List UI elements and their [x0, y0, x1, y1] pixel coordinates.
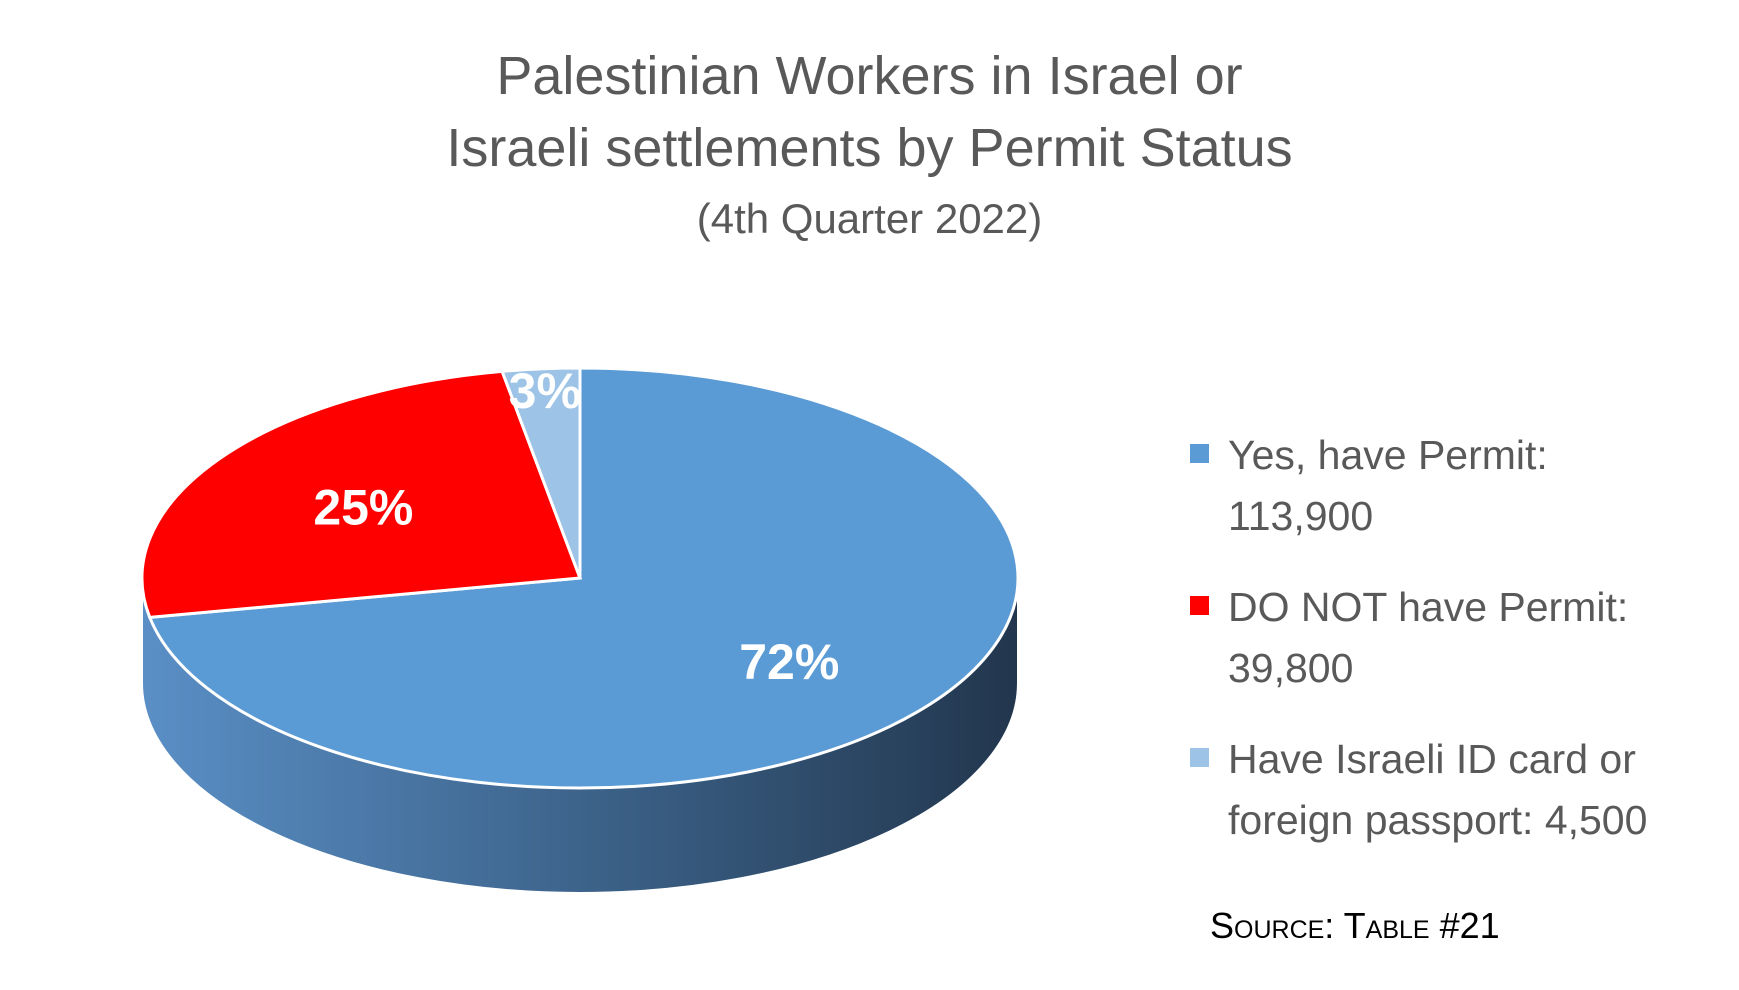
chart-subtitle: (4th Quarter 2022) [696, 195, 1043, 242]
chart-title-line-1: Palestinian Workers in Israel or [496, 46, 1243, 106]
slice-no-permit [140, 369, 583, 619]
legend-label-permit: Yes, have Permit: [1228, 432, 1548, 478]
slice-permit-percent-label: 72% [739, 634, 839, 690]
legend-value-id-passport: 4,500 [1544, 797, 1648, 843]
legend-label-no-permit: DO NOT have Permit: [1228, 584, 1629, 630]
legend-item-permit: Yes, have Permit: 113,900 [1190, 425, 1730, 547]
legend-label-id-passport: Have Israeli ID card or foreign passport… [1228, 736, 1636, 843]
legend-swatch-id-passport [1190, 748, 1209, 767]
source-note: Source: Table #21 [1210, 905, 1500, 946]
legend-item-no-permit: DO NOT have Permit: 39,800 [1190, 577, 1730, 699]
slice-id-passport-percent-label: 3% [509, 363, 581, 419]
legend-item-id-passport: Have Israeli ID card or foreign passport… [1190, 729, 1730, 851]
chart-title-block: Palestinian Workers in Israel or Israeli… [0, 40, 1739, 248]
slice-permit [147, 366, 1020, 790]
legend-value-no-permit: 39,800 [1228, 645, 1354, 691]
chart-title-line-2: Israeli settlements by Permit Status [446, 118, 1293, 178]
slice-no-permit-percent-label: 25% [313, 480, 413, 536]
legend: Yes, have Permit: 113,900 DO NOT have Pe… [1190, 425, 1730, 881]
legend-swatch-permit [1190, 444, 1209, 463]
pie-top-layer [140, 366, 1020, 790]
slice-id-passport [500, 366, 582, 579]
legend-value-permit: 113,900 [1228, 493, 1374, 539]
legend-swatch-no-permit [1190, 596, 1209, 615]
pie-labels-layer: 72% 25% 3% [313, 363, 839, 690]
